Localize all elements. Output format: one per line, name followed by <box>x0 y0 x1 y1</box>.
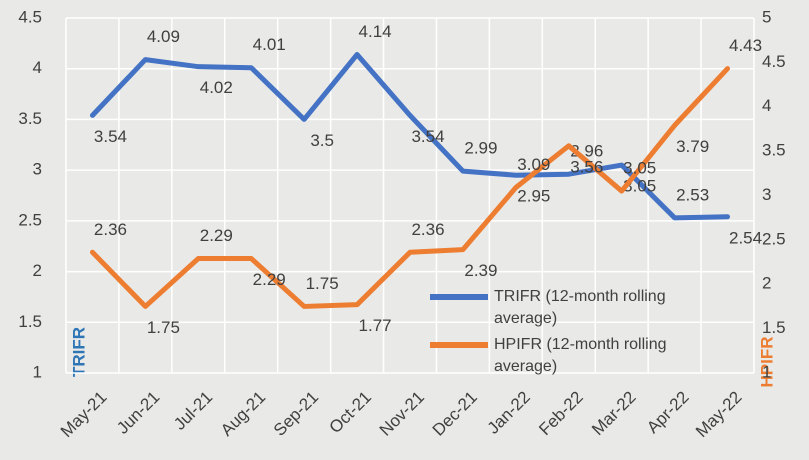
y2-tick-label: 4 <box>762 96 771 115</box>
legend-swatch <box>430 342 488 348</box>
x-tick-label: Nov-21 <box>376 388 428 440</box>
line-series <box>89 52 731 221</box>
y-tick-label: 3 <box>33 160 42 179</box>
data-label: 3.54 <box>411 127 444 146</box>
data-label: 4.43 <box>729 36 762 55</box>
y-tick-label: 2 <box>33 261 42 280</box>
data-label: 3.5 <box>310 131 334 150</box>
y-tick-label: 1 <box>33 362 42 381</box>
x-tick-label: Mar-22 <box>588 388 640 440</box>
data-label: 2.36 <box>94 220 127 239</box>
legend-swatch <box>430 294 488 300</box>
x-tick-label: May-21 <box>57 388 111 442</box>
data-label: 3.09 <box>517 155 550 174</box>
data-label: 2.29 <box>200 226 233 245</box>
data-label: 4.02 <box>200 78 233 97</box>
x-tick-label: Oct-21 <box>326 388 376 438</box>
data-label: 2.54 <box>729 228 762 247</box>
data-label: 2.95 <box>517 187 550 206</box>
data-label: 3.54 <box>94 127 127 146</box>
line-series <box>89 66 731 309</box>
data-label: 4.09 <box>147 27 180 46</box>
y2-tick-label: 5 <box>762 7 771 26</box>
data-label: 4.14 <box>359 22 392 41</box>
x-tick-label: Aug-21 <box>217 388 269 440</box>
x-tick-label: Apr-22 <box>643 388 693 438</box>
grid <box>65 17 755 374</box>
x-tick-label: Sep-21 <box>270 388 322 440</box>
data-label: 2.36 <box>411 220 444 239</box>
data-label: 1.75 <box>306 274 339 293</box>
data-label: 4.01 <box>253 35 286 54</box>
x-tick-label: Jun-21 <box>113 388 163 438</box>
data-label: 2.53 <box>676 185 709 204</box>
x-tick-label: Jul-21 <box>170 388 216 434</box>
y2-tick-label: 3.5 <box>762 141 786 160</box>
data-label: 1.77 <box>359 316 392 335</box>
x-tick-label: May-22 <box>692 388 746 442</box>
y2-tick-label: 3 <box>762 185 771 204</box>
y-tick-label: 1.5 <box>18 312 42 331</box>
y2-tick-label: 2 <box>762 274 771 293</box>
data-label: 3.79 <box>676 137 709 156</box>
y-tick-label: 4.5 <box>18 7 42 26</box>
x-tick-label: Feb-22 <box>535 388 587 440</box>
data-label: 2.99 <box>464 139 497 158</box>
data-label: 3.56 <box>570 157 603 176</box>
y2-tick-label: 1.5 <box>762 318 786 337</box>
x-tick-label: Dec-21 <box>429 388 481 440</box>
data-label: 3.05 <box>623 159 656 178</box>
x-tick-label: Jan-22 <box>484 388 534 438</box>
data-label: 1.75 <box>147 318 180 337</box>
y2-tick-label: 2.5 <box>762 229 786 248</box>
y-axis-title: TRIFR <box>69 327 88 377</box>
y2-tick-label: 1 <box>762 362 771 381</box>
legend-label: TRIFR (12-month rolling average) <box>494 288 666 327</box>
legend-item: TRIFR (12-month rolling average) <box>430 286 730 330</box>
data-label: 2.29 <box>253 270 286 289</box>
data-label: 2.39 <box>464 261 497 280</box>
y-tick-label: 4 <box>33 58 42 77</box>
legend-item: HPIFR (12-month rolling average) <box>430 334 730 378</box>
y2-tick-label: 4.5 <box>762 52 786 71</box>
y-tick-label: 3.5 <box>18 109 42 128</box>
y-tick-label: 2.5 <box>18 210 42 229</box>
legend-label: HPIFR (12-month rolling average) <box>494 336 667 375</box>
y2-axis-title: HPIFR <box>757 337 776 388</box>
legend: TRIFR (12-month rolling average) HPIFR (1… <box>430 286 730 382</box>
